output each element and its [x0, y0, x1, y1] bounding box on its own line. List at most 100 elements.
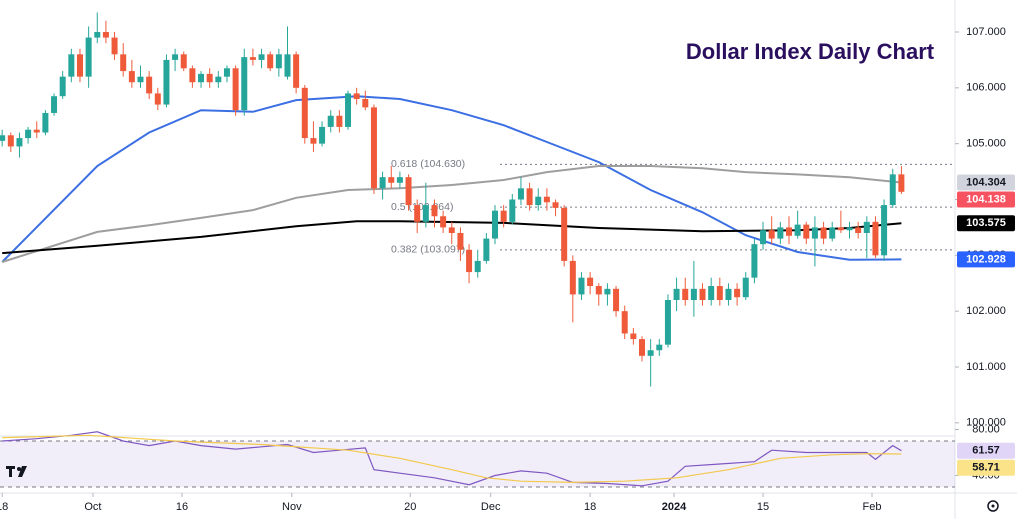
candle-body — [25, 129, 32, 139]
candle-body — [751, 244, 758, 278]
candle-body — [630, 333, 637, 340]
candle-body — [16, 138, 23, 147]
settings-icon[interactable] — [987, 500, 999, 512]
candle-body — [898, 174, 905, 192]
candle-body — [760, 230, 767, 245]
candle-body — [578, 277, 585, 295]
candle-body — [647, 350, 654, 356]
candle-body — [180, 54, 187, 69]
candle-body — [215, 76, 222, 83]
candle-body — [336, 115, 343, 127]
candle-body — [803, 224, 810, 239]
candle-body — [500, 210, 507, 222]
candle-body — [604, 288, 611, 295]
rsi-label: 61.57 — [972, 445, 1000, 457]
x-tick-label: 18 — [0, 501, 8, 513]
candle-body — [85, 37, 92, 77]
candle-body — [370, 107, 377, 189]
candle-body — [7, 135, 14, 147]
price-label: 104.304 — [966, 176, 1007, 188]
logo — [6, 466, 27, 477]
candle-body — [396, 177, 403, 183]
candle-body — [154, 93, 161, 105]
candle-body — [319, 126, 326, 144]
candle-body — [535, 196, 542, 206]
candle-body — [163, 59, 170, 105]
candle-body — [474, 260, 481, 273]
candle-body — [742, 277, 749, 298]
candle-body — [223, 68, 230, 77]
rsi-label: 58.71 — [972, 462, 1000, 474]
moving-average — [1, 165, 902, 263]
candle-body — [327, 115, 334, 127]
candle-body — [889, 174, 896, 206]
candle-body — [768, 230, 775, 239]
candle-body — [241, 57, 248, 111]
candle-body — [353, 93, 360, 99]
candle-body — [517, 188, 524, 200]
price-label: 104.138 — [966, 193, 1006, 205]
price-label-bg — [957, 251, 1015, 268]
candle-body — [405, 177, 412, 206]
candle-body — [362, 98, 369, 108]
candle-body — [811, 227, 818, 239]
candle-body — [837, 227, 844, 231]
candle-body — [509, 199, 516, 222]
fib-label: 0.5 (103.864) — [391, 201, 453, 213]
candle-body — [345, 93, 352, 127]
candle-body — [68, 54, 75, 77]
candle-body — [0, 135, 6, 141]
candle-body — [76, 54, 83, 77]
candle-body — [881, 205, 888, 256]
y-tick-label: 100.000 — [966, 417, 1006, 429]
candle-body — [301, 87, 308, 139]
candle-body — [422, 205, 429, 222]
candle-body — [725, 288, 732, 300]
candle-body — [414, 205, 421, 222]
candle-body — [820, 227, 827, 239]
plot: 100.000101.000102.000103.000104.000105.0… — [0, 12, 1015, 513]
x-tick-label: Dec — [481, 501, 501, 513]
candle-body — [638, 339, 645, 356]
rsi-line — [2, 431, 902, 487]
x-tick-label: 15 — [757, 501, 769, 513]
candle-body — [777, 227, 784, 239]
x-tick-label: 16 — [176, 501, 188, 513]
candle-body — [249, 57, 256, 60]
candle-body — [552, 202, 559, 208]
moving-average — [1, 95, 902, 263]
rsi-label-bg — [957, 442, 1015, 459]
x-tick-label: Oct — [84, 501, 101, 513]
candle-body — [457, 232, 464, 250]
candle-body — [690, 288, 697, 300]
candle-body — [388, 177, 395, 183]
candle-body — [189, 68, 196, 83]
candle-body — [198, 73, 205, 83]
rsi-band — [0, 441, 955, 487]
candle-body — [561, 207, 568, 261]
candle-body — [526, 188, 533, 206]
rsi-line — [2, 434, 902, 484]
rsi-tick-label: 80.00 — [972, 423, 1000, 435]
candle-body — [708, 286, 715, 300]
candle-body — [51, 96, 58, 113]
candle-body — [33, 129, 40, 133]
y-tick-label: 105.000 — [966, 138, 1006, 150]
candle-body — [699, 288, 706, 300]
candle-body — [543, 196, 550, 203]
candle-body — [846, 227, 853, 231]
y-tick-label: 106.000 — [966, 82, 1006, 94]
candle-body — [794, 224, 801, 236]
candle-body — [42, 112, 49, 133]
price-label-bg — [957, 174, 1015, 191]
candle-body — [587, 277, 594, 287]
rsi-label-bg — [957, 459, 1015, 476]
x-tick-label: Feb — [863, 501, 882, 513]
candle-body — [172, 54, 179, 60]
candle-body — [855, 227, 862, 233]
candle-body — [102, 31, 109, 38]
candle-body — [621, 311, 628, 334]
candle-body — [863, 221, 870, 233]
price-label: 102.928 — [966, 253, 1006, 265]
